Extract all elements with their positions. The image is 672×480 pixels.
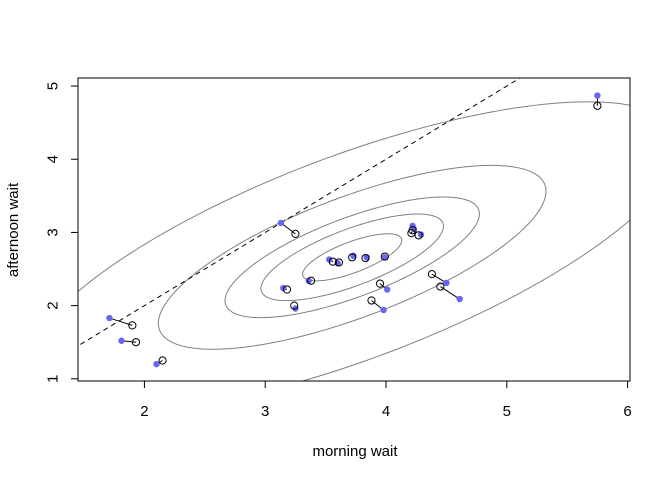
raw-point: [350, 252, 357, 260]
shrunk-point: [131, 338, 141, 347]
density-contours: [78, 101, 630, 381]
shrunk-point: [348, 253, 357, 262]
raw-point: [153, 360, 160, 368]
x-axis: 2 3 4 5 6: [140, 380, 632, 420]
shrunk-point: [593, 101, 602, 110]
shrunk-point: [361, 253, 370, 263]
raw-points: [106, 92, 601, 368]
raw-point: [384, 286, 391, 293]
shrunk-point: [427, 270, 437, 279]
y-tick-label: 3: [44, 228, 61, 236]
raw-point: [410, 225, 417, 232]
y-tick-label: 2: [44, 301, 61, 309]
y-axis-label: afternoon wait: [5, 182, 22, 277]
raw-point: [456, 295, 463, 303]
x-axis-label: morning wait: [312, 443, 398, 460]
y-axis: 1 2 3 4 5: [44, 82, 79, 383]
shrunk-point: [334, 258, 344, 267]
reference-line: [78, 78, 522, 347]
shrunk-point: [282, 285, 292, 294]
contour-ellipse: [157, 164, 547, 350]
raw-point: [594, 92, 601, 99]
x-tick-label: 3: [261, 403, 269, 420]
y-tick-label: 5: [44, 82, 61, 90]
shrunk-point: [375, 279, 385, 288]
raw-point: [277, 219, 285, 227]
shrunk-point: [414, 231, 423, 240]
raw-point: [305, 277, 312, 284]
shrunk-point: [367, 296, 376, 305]
y-tick-label: 1: [44, 375, 61, 383]
shrunk-point: [291, 229, 300, 238]
raw-point: [443, 279, 450, 287]
contour-ellipse: [260, 213, 444, 302]
contour-ellipse: [78, 101, 630, 381]
shrunk-point: [307, 276, 316, 285]
shrunk-point: [380, 252, 389, 261]
x-tick-label: 6: [623, 403, 631, 420]
raw-point: [118, 337, 125, 344]
shrunk-point: [158, 356, 167, 365]
raw-point: [292, 305, 299, 312]
plot-frame: [77, 77, 631, 382]
shrunk-point: [128, 321, 137, 330]
raw-point: [381, 254, 389, 261]
shrunk-point: [436, 282, 445, 291]
y-tick-label: 4: [44, 155, 61, 163]
raw-point: [106, 314, 113, 322]
raw-point: [380, 306, 387, 314]
raw-point: [417, 231, 425, 238]
x-tick-label: 4: [382, 403, 390, 420]
shrunk-point: [328, 257, 337, 266]
shrunk-point: [290, 301, 299, 310]
reference-line-layer: [78, 78, 522, 347]
shrunk-point: [407, 229, 416, 238]
x-tick-label: 5: [503, 403, 511, 420]
shrunk-points: [128, 101, 602, 365]
x-tick-label: 2: [140, 403, 148, 420]
shrinkage-segments: [109, 95, 598, 365]
raw-point: [326, 256, 333, 263]
contour-ellipse: [224, 196, 480, 319]
